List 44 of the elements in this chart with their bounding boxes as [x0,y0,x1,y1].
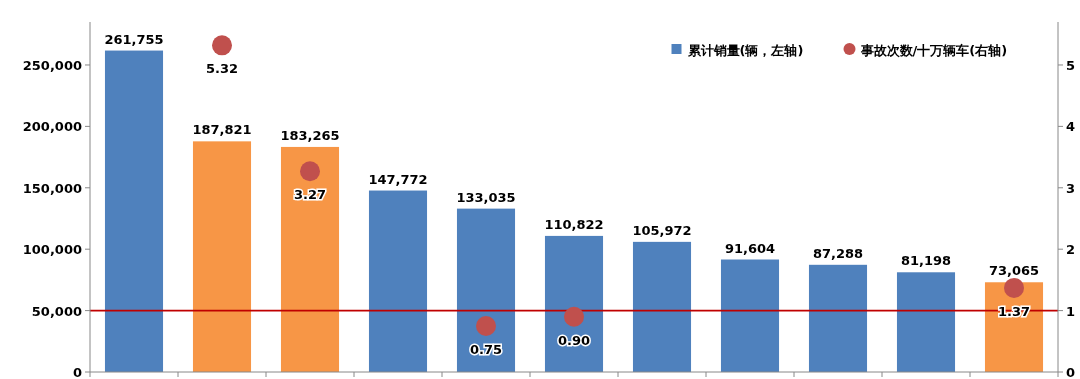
data-label: 147,772 [368,171,428,187]
point [1004,277,1024,298]
bar [192,141,252,372]
y2-tick-label: 0 [1066,365,1076,379]
bar [280,146,340,372]
legend-label: 累计销量(辆，左轴) [686,43,804,58]
point [300,161,320,182]
data-label: 81,198 [900,253,952,269]
y-tick-label: 150,000 [22,180,82,196]
data-label: 3.27 [293,187,327,203]
y2-tick-label: 1 [1066,303,1076,319]
bar [896,272,956,372]
y-tick-label: 0 [72,365,82,379]
bar [456,208,516,372]
bar [720,259,780,372]
data-label: 187,821 [192,122,252,138]
data-label: 183,265 [280,127,340,143]
data-label: 87,288 [812,245,864,261]
point [212,35,232,56]
point [564,306,584,327]
y2-tick-label: 2 [1066,242,1076,258]
y2-tick-label: 4 [1066,119,1076,135]
data-label: 91,604 [724,240,776,256]
data-label: 0.75 [469,341,503,357]
point [476,315,496,336]
data-label: 110,822 [544,216,604,232]
bar [368,190,428,372]
y2-tick-label: 5 [1066,57,1076,73]
data-label: 73,065 [988,263,1040,279]
legend-label: 事故次数/十万辆车(右轴) [859,43,1008,58]
y-tick-label: 250,000 [22,57,82,73]
data-label: 105,972 [632,222,692,238]
y-tick-label: 100,000 [22,242,82,258]
bar [808,264,868,372]
bar [544,235,604,372]
data-label: 261,755 [104,31,164,47]
bar [104,50,164,372]
y-tick-label: 50,000 [31,303,82,319]
data-label: 5.32 [205,61,239,77]
bar [632,241,692,372]
data-label: 0.90 [557,332,591,348]
data-label: 133,035 [456,189,516,205]
y-tick-label: 200,000 [22,119,82,135]
y2-tick-label: 3 [1066,180,1076,196]
